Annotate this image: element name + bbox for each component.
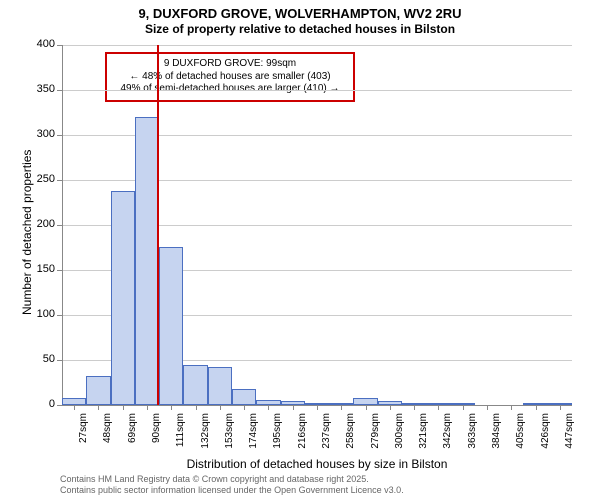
- x-tick-mark: [390, 405, 391, 410]
- histogram-bar: [232, 389, 256, 405]
- x-tick-mark: [147, 405, 148, 410]
- x-tick-label: 216sqm: [297, 413, 308, 457]
- x-tick-label: 447sqm: [564, 413, 575, 457]
- x-tick-mark: [536, 405, 537, 410]
- marker-line: [157, 45, 159, 405]
- x-tick-mark: [293, 405, 294, 410]
- footer-copyright-1: Contains HM Land Registry data © Crown c…: [60, 474, 369, 484]
- annotation-box: 9 DUXFORD GROVE: 99sqm ← 48% of detached…: [105, 52, 355, 102]
- x-tick-mark: [414, 405, 415, 410]
- footer-copyright-2: Contains public sector information licen…: [60, 485, 404, 495]
- x-tick-label: 153sqm: [224, 413, 235, 457]
- annotation-line-2: ← 48% of detached houses are smaller (40…: [113, 71, 347, 84]
- x-tick-label: 174sqm: [248, 413, 259, 457]
- y-tick-label: 200: [27, 218, 55, 230]
- y-tick-label: 350: [27, 83, 55, 95]
- chart-container: 9, DUXFORD GROVE, WOLVERHAMPTON, WV2 2RU…: [0, 0, 600, 500]
- histogram-bar: [159, 247, 183, 405]
- x-tick-mark: [268, 405, 269, 410]
- y-tick-label: 300: [27, 128, 55, 140]
- x-tick-label: 405sqm: [515, 413, 526, 457]
- x-tick-label: 321sqm: [418, 413, 429, 457]
- x-tick-mark: [123, 405, 124, 410]
- histogram-bar: [183, 365, 207, 405]
- chart-title-main: 9, DUXFORD GROVE, WOLVERHAMPTON, WV2 2RU: [0, 6, 600, 21]
- histogram-bar: [62, 398, 86, 405]
- x-tick-mark: [196, 405, 197, 410]
- x-tick-mark: [341, 405, 342, 410]
- x-tick-mark: [98, 405, 99, 410]
- x-axis-label: Distribution of detached houses by size …: [62, 457, 572, 471]
- x-tick-label: 195sqm: [272, 413, 283, 457]
- x-tick-label: 48sqm: [102, 413, 113, 457]
- x-tick-mark: [74, 405, 75, 410]
- histogram-bar: [208, 367, 232, 405]
- y-tick-label: 150: [27, 263, 55, 275]
- chart-title-sub: Size of property relative to detached ho…: [0, 22, 600, 36]
- x-tick-label: 237sqm: [321, 413, 332, 457]
- x-tick-label: 342sqm: [442, 413, 453, 457]
- y-tick-label: 50: [27, 353, 55, 365]
- x-tick-label: 426sqm: [540, 413, 551, 457]
- x-tick-label: 69sqm: [127, 413, 138, 457]
- gridline: [62, 45, 572, 46]
- x-tick-label: 132sqm: [200, 413, 211, 457]
- axis-line: [62, 45, 63, 405]
- histogram-bar: [111, 191, 135, 405]
- histogram-bar: [353, 398, 377, 405]
- histogram-bar: [135, 117, 159, 405]
- x-tick-mark: [366, 405, 367, 410]
- y-tick-label: 0: [27, 398, 55, 410]
- x-tick-label: 279sqm: [370, 413, 381, 457]
- histogram-bar: [86, 376, 110, 405]
- gridline: [62, 90, 572, 91]
- x-tick-mark: [244, 405, 245, 410]
- x-tick-label: 363sqm: [467, 413, 478, 457]
- x-tick-label: 90sqm: [151, 413, 162, 457]
- x-tick-label: 300sqm: [394, 413, 405, 457]
- x-tick-label: 384sqm: [491, 413, 502, 457]
- y-tick-label: 250: [27, 173, 55, 185]
- x-tick-label: 27sqm: [78, 413, 89, 457]
- y-tick-label: 100: [27, 308, 55, 320]
- y-tick-label: 400: [27, 38, 55, 50]
- x-tick-mark: [220, 405, 221, 410]
- x-tick-label: 111sqm: [175, 413, 186, 457]
- x-tick-mark: [438, 405, 439, 410]
- x-tick-mark: [487, 405, 488, 410]
- x-tick-label: 258sqm: [345, 413, 356, 457]
- x-tick-mark: [463, 405, 464, 410]
- x-tick-mark: [317, 405, 318, 410]
- x-tick-mark: [511, 405, 512, 410]
- annotation-line-1: 9 DUXFORD GROVE: 99sqm: [113, 58, 347, 71]
- x-tick-mark: [171, 405, 172, 410]
- x-tick-mark: [560, 405, 561, 410]
